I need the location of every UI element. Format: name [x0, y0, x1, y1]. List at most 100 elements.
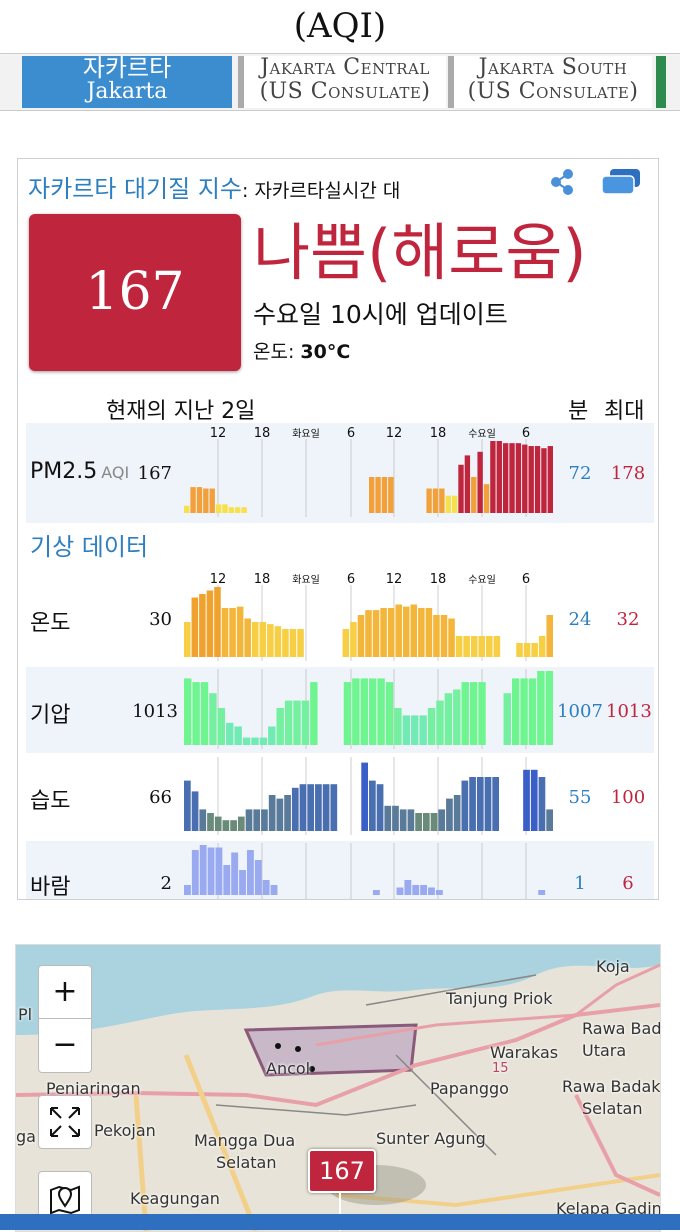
map-label: 15: [492, 1061, 509, 1076]
pressure-row-label: 기압: [30, 703, 71, 728]
sparkline-bar: [545, 671, 553, 745]
sparkline-bar: [515, 443, 522, 513]
map-label: Selatan: [582, 1099, 643, 1118]
sparkline-bar: [184, 505, 190, 513]
sparkline-bar: [246, 850, 254, 895]
sparkline-bar: [268, 726, 276, 745]
sparkline-bar: [455, 636, 463, 657]
sparkline-bar: [523, 643, 531, 657]
sparkline-bar: [291, 787, 299, 831]
bottom-toolbar[interactable]: [0, 1214, 680, 1230]
time-tick-label: 6: [522, 426, 530, 441]
map-label: Pl: [18, 1005, 33, 1024]
sparkline-bar: [428, 887, 435, 895]
time-tick-label: 18: [254, 426, 271, 441]
sparkline-bar: [253, 809, 261, 831]
sparkline-bar: [203, 488, 209, 513]
sparkline-bar: [259, 737, 268, 745]
map-label: Selatan: [216, 1153, 277, 1172]
share-icon[interactable]: [548, 167, 578, 197]
sparkline-bar: [399, 809, 407, 831]
sparkline-bar: [407, 809, 415, 831]
tab-jakarta[interactable]: 자카르타 Jakarta: [22, 56, 232, 108]
sparkline-bar: [276, 708, 284, 745]
zoom-control: + −: [38, 965, 92, 1073]
sparkline-bar: [444, 693, 453, 745]
sparkline-bar: [523, 769, 530, 831]
sparkline-bar: [350, 622, 357, 657]
sparkline-bar: [451, 495, 458, 513]
tab-label-primary: 자카르타: [82, 56, 172, 82]
aqi-map-marker[interactable]: 167: [308, 1149, 376, 1193]
sparkline-bar: [322, 784, 330, 831]
tab-jakarta-central[interactable]: Jakarta Central (US Consulate): [238, 56, 446, 108]
zoom-in-button[interactable]: +: [39, 966, 91, 1019]
sparkline-bar: [446, 798, 453, 831]
sparkline-bar: [251, 737, 259, 745]
sparkline-bar: [412, 885, 420, 895]
expand-icon: [50, 1107, 80, 1137]
sparkline-bar: [191, 597, 199, 657]
sparkline-bar: [237, 816, 245, 831]
sparkline-bar: [538, 890, 546, 895]
marker-stem: [339, 1191, 341, 1231]
sparkline-bar: [209, 693, 217, 745]
time-tick-label: 화요일: [292, 428, 320, 440]
sparkline-bar: [284, 700, 293, 745]
sparkline-bar: [486, 636, 493, 657]
wind-min: 1: [574, 873, 586, 894]
sparkline-bar: [207, 847, 215, 895]
map-label: Pekojan: [94, 1121, 156, 1140]
sparkline-bar: [196, 487, 203, 513]
sparkline-bar: [184, 780, 191, 831]
tab-jakarta-south[interactable]: Jakarta South (US Consulate): [448, 56, 652, 108]
time-tick-label: 화요일: [292, 574, 320, 586]
tab-label-secondary: (US Consulate): [259, 79, 431, 104]
sparkline-bar: [310, 682, 318, 745]
sparkline-bar: [461, 780, 469, 831]
sparkline-bar: [297, 629, 304, 657]
map-label: Keagungan: [130, 1189, 220, 1208]
sparkline-bar: [236, 606, 244, 657]
sparkline-bar: [228, 507, 235, 513]
temperature: 온도: 30°C: [253, 337, 350, 364]
sparkline-bar: [343, 682, 352, 745]
temperature-sparkline: 12 18 화요일 6 12 18 수요일 6: [184, 572, 553, 661]
sparkline-bar: [352, 678, 360, 745]
sparkline-bar: [426, 488, 432, 513]
map-label: Papanggo: [430, 1079, 509, 1098]
sparkline-bar: [190, 487, 196, 513]
temperature-value: 30°C: [300, 341, 351, 363]
sparkline-bar: [478, 636, 486, 657]
sparkline-bar: [365, 610, 372, 657]
sparkline-bar: [330, 784, 338, 831]
map-label: Warakas: [490, 1043, 559, 1062]
weather-section-title: 기상 데이터: [30, 533, 149, 561]
zoom-out-button[interactable]: −: [52, 1027, 78, 1062]
fullscreen-button[interactable]: [38, 1095, 92, 1149]
sparkline-bar: [259, 622, 267, 657]
sparkline-bar: [234, 726, 242, 745]
pm25-value: 167: [137, 463, 172, 484]
time-tick-label: 수요일: [468, 574, 496, 586]
sparkline-bar: [377, 678, 385, 745]
sparkline-bar: [223, 865, 231, 895]
map-background: [16, 945, 660, 1231]
sparkline-bar: [357, 615, 365, 657]
sparkline-bar: [372, 890, 380, 895]
sparkline-bar: [419, 715, 427, 745]
sparkline-bar: [410, 604, 418, 657]
sparkline-bar: [380, 608, 387, 657]
sparkline-bar: [422, 813, 430, 831]
comments-icon[interactable]: [600, 167, 642, 197]
sparkline-bar: [215, 847, 223, 895]
next-tab-edge[interactable]: [656, 56, 666, 108]
time-tick-label: 12: [210, 426, 227, 441]
aqi-status: 나쁨(해로움): [253, 216, 587, 289]
sparkline-bar: [222, 820, 230, 831]
map-view[interactable]: Koja Tanjung Priok Rawa Badak Utara Wara…: [15, 944, 661, 1232]
sparkline-bar: [387, 608, 395, 657]
humidity-row-label: 습도: [30, 789, 71, 814]
sparkline-bar: [477, 451, 483, 513]
sparkline-bar: [453, 795, 461, 831]
